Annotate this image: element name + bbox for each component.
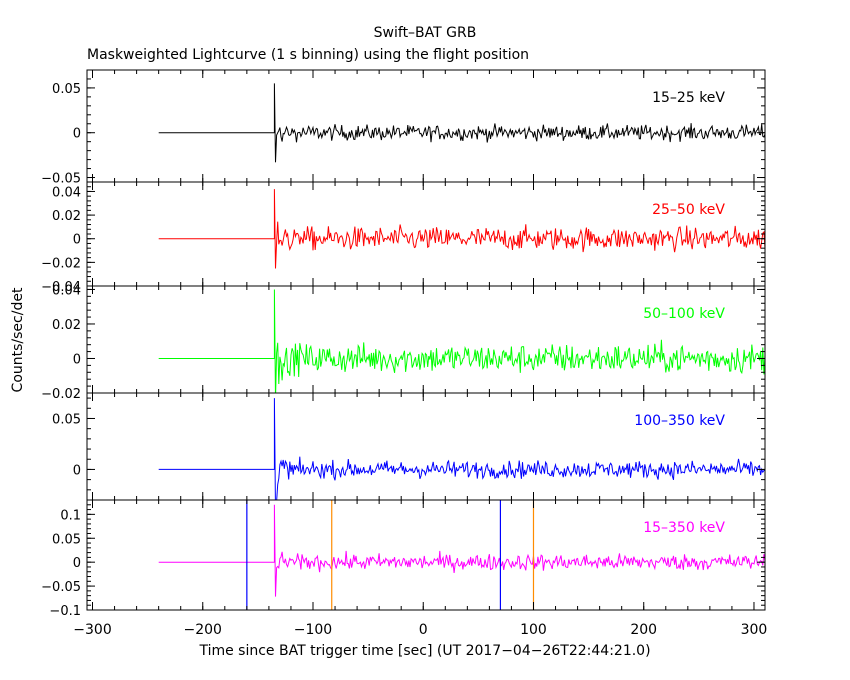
y-tick-label: −0.1	[49, 604, 81, 619]
series-label-4: 100–350 keV	[634, 413, 725, 429]
y-tick-label: −0.02	[41, 256, 81, 271]
series-line-2	[158, 189, 765, 269]
x-tick-label: −200	[184, 622, 222, 638]
panel-3: −0.02 0 0.02 0.04 50–100 keV	[41, 283, 766, 402]
y-tick-label: 0.05	[52, 82, 81, 97]
x-tick-label: 300	[741, 622, 768, 638]
series-line-5	[158, 504, 765, 597]
x-axis-label: Time since BAT trigger time [sec] (UT 20…	[198, 643, 650, 659]
panel-2: −0.04 −0.02 0 0.02 0.04 25–50 keV	[41, 181, 766, 295]
series-label-3: 50–100 keV	[643, 306, 725, 322]
y-tick-label: 0.02	[52, 209, 81, 224]
y-tick-label: 0.04	[52, 185, 81, 200]
y-tick-label: 0.04	[52, 283, 81, 298]
series-label-2: 25–50 keV	[652, 202, 725, 218]
panel-frame	[86, 499, 766, 611]
y-tick-label: 0.02	[52, 318, 81, 333]
panel-frame	[86, 285, 766, 394]
y-tick-label: 0.05	[52, 412, 81, 427]
y-tick-label: 0	[73, 233, 81, 248]
panel-5: −0.1 −0.05 0 0.05 0.1 15–350 keV	[41, 499, 766, 619]
chart-panels: −0.05 0 0.05 15–25 keV −0.04 −0.02 0 0.02 0.04 25…	[41, 69, 768, 638]
series-line-4	[158, 398, 765, 500]
y-tick-label: −0.05	[41, 580, 81, 595]
y-tick-label: −0.05	[41, 172, 81, 187]
y-tick-label: 0	[73, 127, 81, 142]
series-line-3	[158, 289, 765, 393]
y-axis-label: Counts/sec/det	[10, 287, 26, 392]
series-label-1: 15–25 keV	[652, 90, 725, 106]
y-tick-label: 0.1	[60, 508, 81, 523]
y-tick-label: 0	[73, 352, 81, 367]
y-tick-label: −0.02	[41, 387, 81, 402]
y-tick-label: 0	[73, 556, 81, 571]
x-tick-label: 100	[520, 622, 547, 638]
x-tick-label: 200	[630, 622, 657, 638]
y-tick-label: 0.05	[52, 532, 81, 547]
panel-1: −0.05 0 0.05 15–25 keV	[41, 69, 766, 187]
x-tick-label: 0	[419, 622, 428, 638]
x-tick-label: −300	[73, 622, 111, 638]
chart-subtitle: Maskweighted Lightcurve (1 s binning) us…	[87, 47, 529, 63]
panel-frame	[86, 392, 766, 501]
chart-title: Swift–BAT GRB	[374, 25, 477, 41]
panel-4: 0 0.05 100–350 keV	[52, 392, 766, 501]
series-line-1	[158, 83, 765, 163]
panel-frame	[86, 69, 766, 183]
y-tick-label: 0	[73, 463, 81, 478]
series-label-5: 15–350 keV	[643, 520, 725, 536]
y-tick-label: −0.04	[41, 280, 81, 295]
x-tick-label: −100	[294, 622, 332, 638]
